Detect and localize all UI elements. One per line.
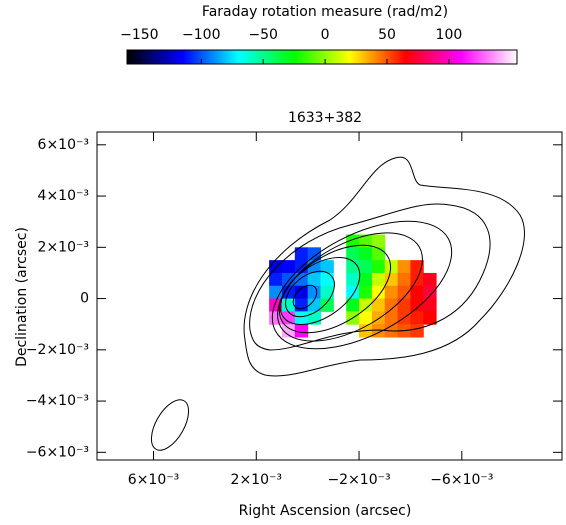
rm-cell: [282, 260, 295, 273]
colorbar-tick-label: −100: [182, 27, 220, 43]
rm-cell: [410, 286, 423, 299]
rm-cell: [372, 235, 385, 248]
rm-cell: [385, 286, 398, 299]
rm-cell: [372, 286, 385, 299]
rm-cell: [372, 311, 385, 324]
colorbar-title: Faraday rotation measure (rad/m2): [202, 4, 448, 20]
rm-cell: [398, 273, 411, 286]
x-axis-title: Right Ascension (arcsec): [239, 503, 412, 519]
y-tick-label: 4×10⁻³: [38, 188, 89, 204]
x-tick-label: 2×10⁻³: [231, 472, 282, 488]
rm-cell: [269, 260, 282, 273]
rm-cell: [321, 273, 334, 286]
rm-cell: [359, 273, 372, 286]
rm-cell: [372, 273, 385, 286]
x-tick-label: 6×10⁻³: [128, 472, 179, 488]
colorbar-tick-label: 50: [378, 27, 396, 43]
rm-cell: [385, 260, 398, 273]
y-tick-label: 2×10⁻³: [38, 239, 89, 255]
y-tick-label: −2×10⁻³: [26, 342, 89, 358]
y-tick-label: 6×10⁻³: [38, 137, 89, 153]
page: Faraday rotation measure (rad/m2) 1633+3…: [0, 0, 566, 525]
colorbar-tick-label: 100: [436, 27, 463, 43]
contours: [144, 157, 525, 456]
rm-cell: [410, 324, 423, 337]
rm-cell: [359, 260, 372, 273]
rm-cell: [269, 273, 282, 286]
rm-cell: [423, 286, 436, 299]
rm-cell: [308, 273, 321, 286]
beam: [144, 394, 196, 456]
rm-cell: [385, 273, 398, 286]
colorbar: [127, 50, 517, 64]
chart: Faraday rotation measure (rad/m2) 1633+3…: [0, 0, 566, 525]
rm-cell: [410, 299, 423, 312]
rm-cell: [410, 311, 423, 324]
rm-cell: [321, 286, 334, 299]
colorbar-tick-label: −150: [120, 27, 158, 43]
rm-cell: [372, 260, 385, 273]
rm-cell: [372, 247, 385, 260]
rm-cell: [295, 299, 308, 312]
rm-cell: [308, 286, 321, 299]
rm-cell: [346, 273, 359, 286]
x-tick-label: −6×10⁻³: [430, 472, 493, 488]
rm-cell: [346, 286, 359, 299]
rm-cell: [359, 286, 372, 299]
y-tick-label: −4×10⁻³: [26, 393, 89, 409]
rm-cell: [359, 311, 372, 324]
x-tick-label: −2×10⁻³: [327, 472, 390, 488]
colorbar-tick-label: −50: [248, 27, 278, 43]
chart-title: 1633+382: [288, 110, 362, 126]
rm-cell: [295, 311, 308, 324]
rm-map: [269, 235, 436, 338]
rm-cell: [295, 324, 308, 337]
y-tick-label: 0: [80, 291, 89, 307]
rm-cell: [359, 247, 372, 260]
rm-cell: [398, 299, 411, 312]
rm-cell: [423, 273, 436, 286]
rm-cell: [398, 260, 411, 273]
y-tick-label: −6×10⁻³: [26, 444, 89, 460]
colorbar-tick-label: 0: [321, 27, 330, 43]
rm-cell: [321, 299, 334, 312]
